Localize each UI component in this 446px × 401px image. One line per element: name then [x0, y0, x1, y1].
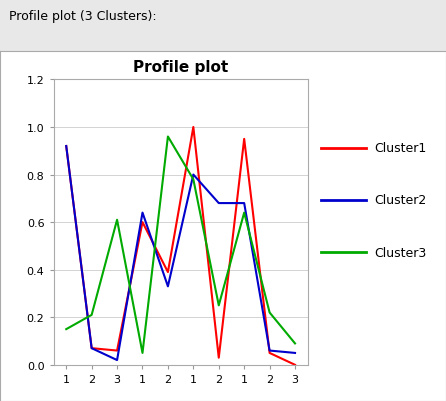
Cluster3: [165, 135, 170, 140]
Cluster1: [140, 220, 145, 225]
Cluster3: [293, 341, 298, 346]
Cluster2: [216, 201, 221, 206]
Cluster1: [89, 346, 95, 351]
Title: Profile plot: Profile plot: [133, 60, 228, 75]
Cluster1: [165, 270, 170, 275]
Cluster1: [190, 125, 196, 130]
Cluster3: [114, 218, 120, 223]
Cluster3: [140, 350, 145, 355]
Cluster1: [293, 363, 298, 367]
Cluster3: [63, 327, 69, 332]
Line: Cluster1: Cluster1: [66, 128, 295, 365]
Line: Cluster2: Cluster2: [66, 147, 295, 360]
Cluster2: [190, 173, 196, 178]
Cluster1: [114, 348, 120, 353]
Cluster1: [216, 355, 221, 360]
Cluster2: [242, 201, 247, 206]
Cluster3: [216, 303, 221, 308]
Cluster2: [267, 348, 272, 353]
Cluster3: [267, 310, 272, 315]
Cluster3: [190, 177, 196, 182]
Cluster2: [293, 350, 298, 355]
Cluster3: [89, 313, 95, 318]
Cluster2: [89, 346, 95, 351]
Text: Cluster2: Cluster2: [375, 194, 427, 207]
Cluster1: [63, 144, 69, 149]
Cluster2: [140, 211, 145, 215]
Text: Cluster1: Cluster1: [375, 142, 427, 155]
Cluster2: [63, 144, 69, 149]
Cluster2: [165, 284, 170, 289]
Cluster2: [114, 358, 120, 363]
Line: Cluster3: Cluster3: [66, 137, 295, 353]
Cluster1: [267, 350, 272, 355]
Text: Profile plot (3 Clusters):: Profile plot (3 Clusters):: [9, 10, 157, 23]
Cluster1: [242, 137, 247, 142]
Cluster3: [242, 211, 247, 215]
Text: Cluster3: Cluster3: [375, 246, 427, 259]
